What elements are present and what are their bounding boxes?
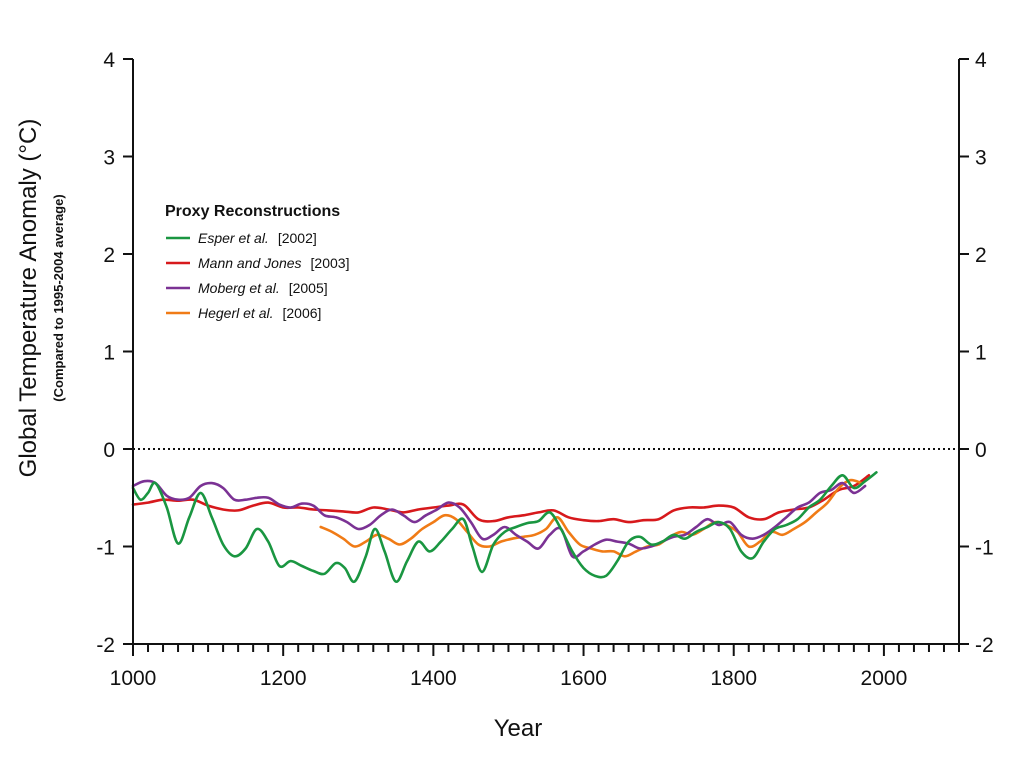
- y-tick-label-right: -1: [975, 537, 994, 560]
- x-tick-label: 2000: [861, 667, 908, 690]
- x-tick-label: 1400: [410, 667, 457, 690]
- y-tick-label-left: 3: [103, 147, 115, 170]
- x-tick-label: 1800: [710, 667, 757, 690]
- y-tick-label-left: 2: [103, 244, 115, 267]
- y-tick-label-right: 0: [975, 439, 987, 462]
- legend-entry-ref: [2003]: [311, 255, 350, 271]
- x-axis-title: Year: [494, 715, 543, 742]
- series-line-moberg-et-al: [131, 479, 867, 559]
- legend-entry-ref: [2006]: [282, 305, 321, 321]
- y-tick-label-right: 2: [975, 244, 987, 267]
- legend-entry-ref: [2002]: [278, 230, 317, 246]
- y-tick-label-left: 0: [103, 439, 115, 462]
- legend: Proxy Reconstructions Esper et al. [2002]…: [165, 203, 349, 321]
- series-line-hegerl-et-al: [319, 478, 863, 558]
- legend-title: Proxy Reconstructions: [165, 203, 340, 220]
- y-tick-label-left: -2: [96, 634, 115, 657]
- legend-entry-label: Hegerl et al.: [198, 305, 273, 321]
- y-axis-subtitle: (Compared to 1995-2004 average): [51, 194, 66, 401]
- series-layer: [131, 471, 878, 584]
- axes-layer: 1000 1200 1400 1600 1800 2000 4 4 3 3 2 2 1 1 0 0 -1 -1 -2…: [96, 49, 993, 690]
- y-axis-title: Global Temperature Anomaly (°C): [15, 119, 42, 478]
- y-tick-label-right: 3: [975, 147, 987, 170]
- series-line-mann-and-jones: [131, 474, 871, 524]
- y-tick-label-left: 4: [103, 49, 115, 72]
- series-line-esper-et-al: [131, 471, 878, 584]
- y-tick-label-right: 4: [975, 49, 987, 72]
- y-tick-label-left: 1: [103, 342, 115, 365]
- legend-entry-label: Esper et al.: [198, 230, 269, 246]
- y-tick-label-right: 1: [975, 342, 987, 365]
- legend-entry-label: Moberg et al.: [198, 280, 280, 296]
- legend-entry-label: Mann and Jones: [198, 255, 302, 271]
- x-tick-label: 1000: [110, 667, 157, 690]
- legend-entry-ref: [2005]: [289, 280, 328, 296]
- y-tick-label-right: -2: [975, 634, 994, 657]
- x-tick-label: 1600: [560, 667, 607, 690]
- y-tick-label-left: -1: [96, 537, 115, 560]
- legend-items: Esper et al. [2002] Mann and Jones [2003] Mo…: [166, 230, 349, 321]
- x-tick-label: 1200: [260, 667, 307, 690]
- y-axis-title-group: Global Temperature Anomaly (°C) (Compare…: [15, 119, 66, 478]
